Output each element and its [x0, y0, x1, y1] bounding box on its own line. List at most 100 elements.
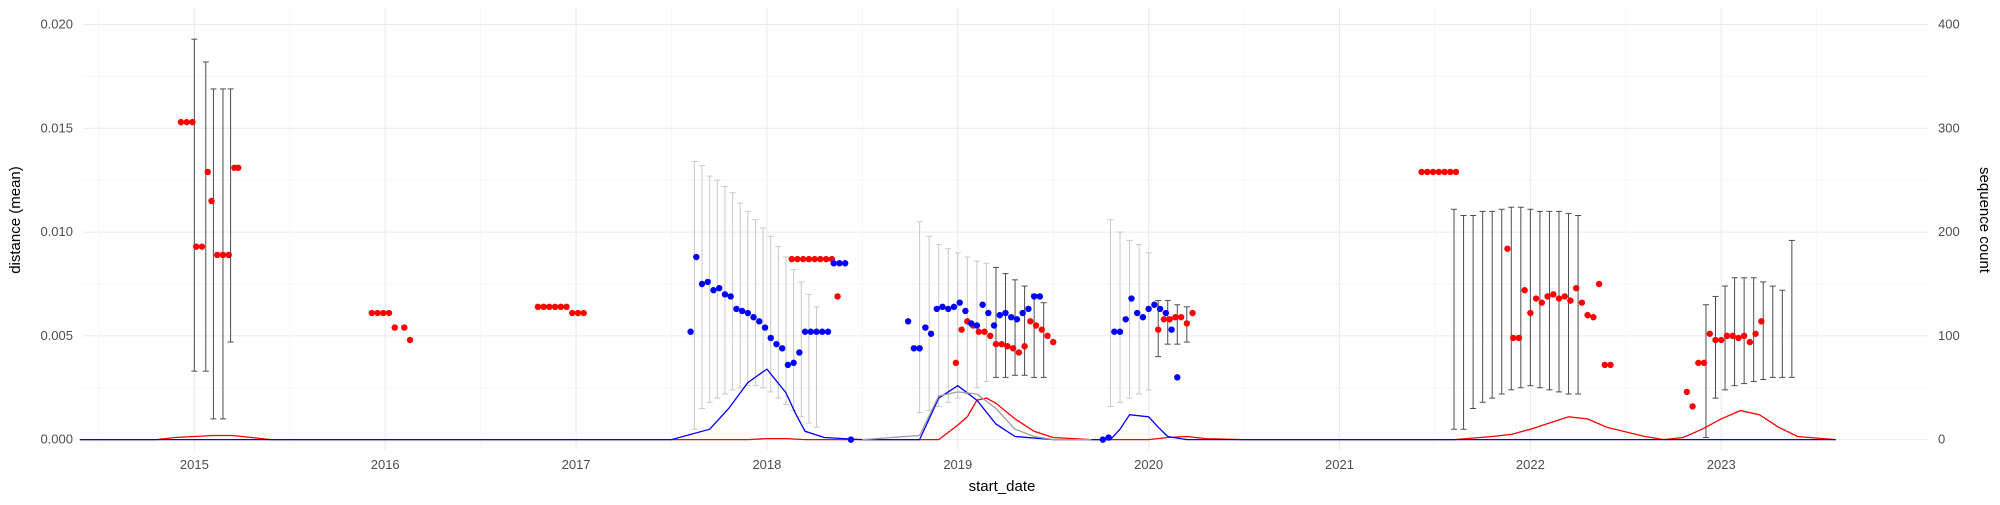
data-point-red: [563, 303, 570, 311]
data-point-red: [1038, 326, 1045, 333]
data-point-red: [193, 243, 200, 250]
error-bar: [1508, 206, 1515, 391]
data-point-red: [1572, 284, 1580, 292]
data-point-red: [1177, 313, 1185, 321]
data-point-red: [1050, 338, 1057, 346]
data-point-blue: [750, 313, 757, 321]
data-point-red: [822, 255, 830, 263]
data-point-red: [1032, 322, 1040, 329]
data-point-red: [794, 255, 801, 263]
data-point-blue: [1025, 305, 1032, 313]
data-point-blue: [939, 303, 946, 311]
data-point-red: [1723, 332, 1731, 340]
data-point-red: [235, 164, 242, 171]
data-point-red: [1578, 299, 1586, 306]
data-point-red: [1027, 318, 1034, 325]
y2-tick-label: 400: [1938, 17, 1960, 32]
data-point-red: [1044, 332, 1051, 340]
data-point-red: [183, 118, 190, 126]
data-point-red: [1424, 168, 1431, 176]
data-point-blue: [985, 309, 992, 317]
data-point-blue: [1111, 328, 1118, 335]
data-point-red: [1172, 313, 1179, 321]
data-point-red: [225, 251, 232, 259]
data-point-blue: [698, 280, 706, 288]
data-point-red: [1689, 403, 1696, 410]
data-point-red: [177, 118, 185, 126]
y-tick-label: 0.005: [40, 328, 73, 343]
error-bar: [945, 248, 952, 403]
data-point-blue: [836, 260, 843, 267]
data-point-blue: [910, 345, 918, 352]
data-point-red: [1695, 359, 1702, 367]
data-point-red: [1538, 299, 1546, 306]
error-bar: [706, 175, 713, 403]
data-point-blue: [996, 311, 1003, 319]
error-bar: [1760, 281, 1767, 380]
data-point-red: [406, 336, 414, 344]
data-point-red: [198, 243, 206, 250]
data-point-blue: [807, 328, 815, 335]
data-point-red: [557, 303, 564, 311]
data-point-red: [214, 251, 221, 259]
data-point-blue: [716, 284, 723, 292]
data-point-red: [1504, 245, 1511, 252]
data-point-red: [1746, 338, 1754, 346]
data-point-red: [1683, 388, 1691, 396]
error-bar: [926, 235, 933, 412]
data-point-red: [1706, 330, 1713, 337]
data-point-red: [1752, 330, 1759, 337]
data-point-red: [1441, 168, 1448, 176]
data-point-blue: [967, 320, 975, 327]
data-point-red: [975, 328, 982, 335]
data-point-blue: [1030, 293, 1038, 300]
data-point-red: [1015, 349, 1023, 356]
error-bar: [783, 256, 790, 405]
error-bar: [1470, 215, 1477, 409]
data-point-blue: [847, 436, 855, 443]
data-point-red: [1435, 168, 1442, 176]
data-point-red: [1154, 326, 1162, 333]
error-bar: [752, 219, 759, 387]
error-bar: [1451, 208, 1458, 430]
data-point-red: [380, 309, 387, 317]
data-point-blue: [1099, 436, 1107, 443]
error-bar: [916, 221, 923, 414]
data-point-blue: [990, 322, 998, 329]
data-point-blue: [790, 359, 797, 367]
data-point-blue: [824, 328, 832, 335]
data-point-red: [569, 309, 576, 317]
data-point-blue: [1019, 309, 1026, 317]
data-point-red: [1555, 295, 1563, 302]
y2-tick-label: 200: [1938, 224, 1960, 239]
error-bar: [1479, 210, 1486, 403]
data-point-blue: [956, 299, 963, 306]
data-point-blue: [710, 287, 717, 294]
data-point-red: [204, 168, 211, 176]
error-bar: [1040, 302, 1047, 378]
count-line-blue: [79, 368, 1836, 441]
data-point-blue: [1013, 316, 1021, 323]
y2-tick-label: 300: [1938, 120, 1960, 135]
data-point-red: [1429, 168, 1437, 176]
data-point-red: [1729, 332, 1736, 340]
data-point-blue: [773, 340, 780, 348]
error-bar: [744, 210, 751, 387]
error-bar: [1731, 277, 1738, 387]
y-tick-label: 0.015: [40, 120, 73, 135]
data-point-blue: [841, 260, 849, 267]
data-point-blue: [733, 305, 740, 313]
data-point-red: [1567, 297, 1574, 304]
data-point-red: [385, 309, 393, 317]
y-tick-label: 0.000: [40, 432, 73, 447]
data-point-red: [817, 255, 824, 263]
data-point-blue: [1162, 309, 1170, 317]
data-point-blue: [1145, 305, 1152, 313]
data-point-red: [958, 326, 965, 333]
data-point-blue: [761, 324, 769, 331]
error-bar: [210, 88, 217, 420]
data-point-red: [1595, 280, 1603, 288]
x-tick-label: 2018: [752, 457, 781, 472]
data-point-red: [391, 324, 398, 331]
